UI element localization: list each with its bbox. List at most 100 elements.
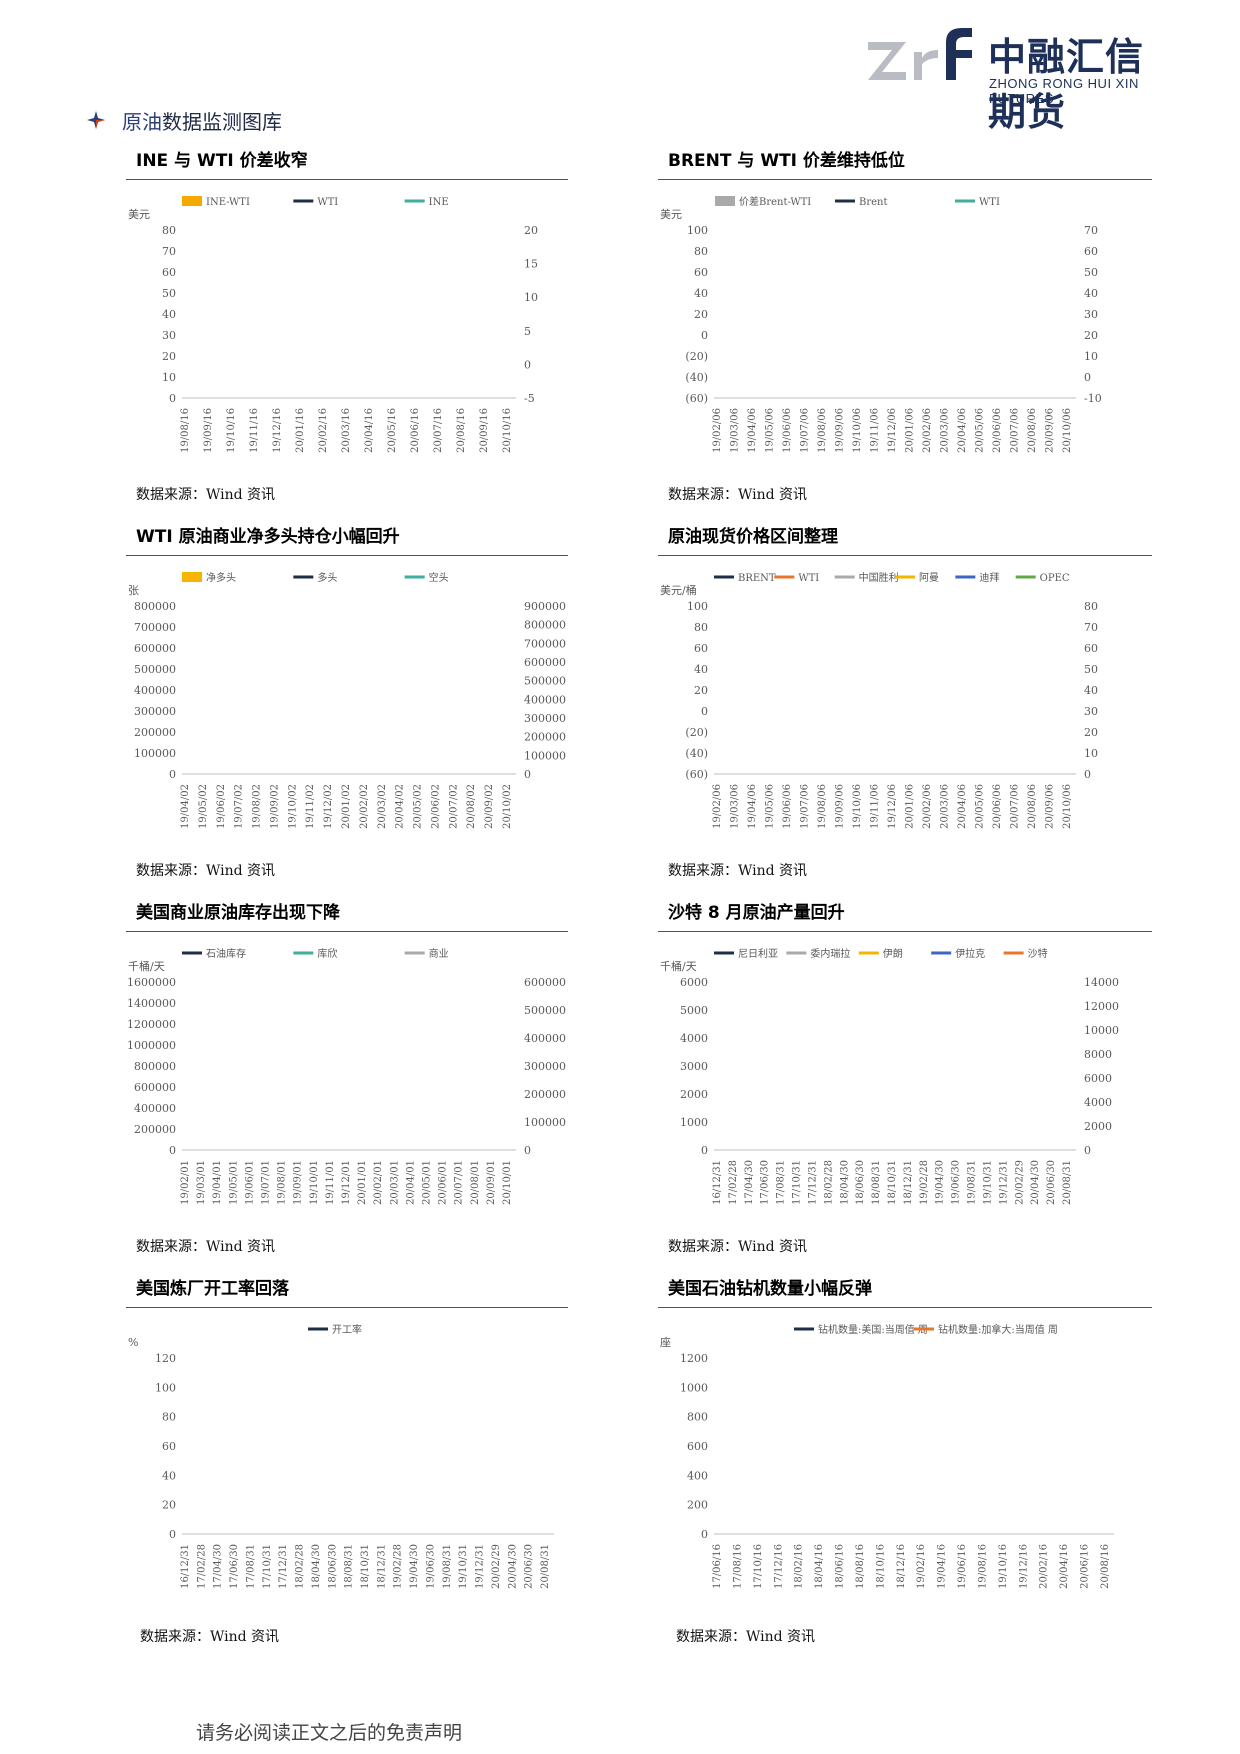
y-tick-label: 0	[169, 392, 176, 405]
y2-tick-label: 300000	[524, 1060, 566, 1073]
x-tick-label: 20/01/06	[905, 408, 916, 453]
chart-legend: 石油库存 库欣 商业	[182, 947, 449, 960]
x-tick-label: 19/02/06	[712, 784, 723, 829]
y2-tick-label: 200000	[524, 1088, 566, 1101]
x-tick-label: 19/10/06	[852, 784, 863, 829]
y-tick-label: 120	[155, 1352, 176, 1365]
y-axis-unit: 美元	[660, 208, 682, 221]
y-tick-label: 80	[162, 1411, 176, 1424]
x-tick-label: 20/03/16	[341, 408, 352, 453]
x-tick-label: 17/04/30	[213, 1544, 224, 1589]
x-tick-label: 17/10/31	[262, 1544, 273, 1589]
y-tick-label: 60	[694, 642, 708, 655]
title-rule	[126, 931, 568, 932]
x-tick-label: 17/12/16	[773, 1544, 784, 1589]
panel-oil-rig-count: 美国石油钻机数量小幅反弹 钻机数量:美国:当周值 周钻机数量:加拿大:当周值 周…	[620, 1274, 1152, 1670]
y-tick-label: 1200	[680, 1352, 708, 1365]
y-tick-label: 80	[694, 621, 708, 634]
x-tick-label: 19/08/06	[817, 408, 828, 453]
y-tick-label: 30	[162, 329, 176, 342]
chart-legend: 开工率	[308, 1323, 362, 1336]
y-tick-label: (20)	[685, 350, 708, 363]
x-tick-label: 20/02/16	[1039, 1544, 1050, 1589]
x-tick-label: 19/08/01	[277, 1160, 288, 1205]
x-tick-label: 20/08/16	[1100, 1544, 1111, 1589]
y2-tick-label: 5	[524, 325, 531, 338]
footer-disclaimer: 请务必阅读正文之后的免责声明	[196, 1722, 463, 1744]
x-tick-label: 20/09/06	[1045, 408, 1056, 453]
x-tick-label: 19/09/16	[203, 408, 214, 453]
x-tick-label: 19/03/06	[730, 784, 741, 829]
y2-tick-label: 900000	[524, 600, 566, 613]
x-tick-label: 20/08/06	[1027, 784, 1038, 829]
x-tick-label: 19/10/16	[998, 1544, 1009, 1589]
x-tick-label: 19/03/01	[196, 1160, 207, 1205]
y2-tick-label: 15	[524, 258, 538, 271]
x-tick-label: 18/04/16	[814, 1544, 825, 1589]
x-tick-label: 19/10/31	[458, 1544, 469, 1589]
x-tick-label: 20/10/16	[502, 408, 513, 453]
x-tick-label: 20/02/29	[1014, 1160, 1025, 1205]
x-tick-label: 17/12/31	[278, 1544, 289, 1589]
x-tick-label: 19/04/01	[212, 1160, 223, 1205]
x-tick-label: 20/06/16	[410, 408, 421, 453]
chart-us-inventory: 石油库存 库欣 商业千桶/天1600000140000012000001000000…	[127, 947, 566, 1205]
legend-swatch	[182, 572, 202, 582]
x-tick-label: 20/04/02	[395, 784, 406, 829]
legend-swatch	[715, 196, 735, 206]
x-tick-label: 19/08/16	[180, 408, 191, 453]
data-source-note: 数据来源：Wind 资讯	[668, 863, 808, 879]
x-tick-label: 19/11/06	[870, 408, 881, 453]
chart-refinery-rate: 开工率% 120 100 80 60 40 20 0 16/12/31 17/02/28 17/04…	[128, 1323, 554, 1589]
x-tick-label: 20/04/30	[507, 1544, 518, 1589]
y2-tick-label: 14000	[1084, 976, 1119, 989]
y-tick-label: 0	[169, 768, 176, 781]
x-tick-label: 20/03/06	[940, 784, 951, 829]
x-tick-label: 17/08/31	[245, 1544, 256, 1589]
x-tick-label: 17/10/16	[753, 1544, 764, 1589]
y2-tick-label: 10000	[1084, 1024, 1119, 1037]
x-tick-label: 19/02/01	[180, 1160, 191, 1205]
x-tick-label: 20/07/01	[454, 1160, 465, 1205]
y-tick-label: 40	[694, 663, 708, 676]
chart-rig-count: 钻机数量:美国:当周值 周钻机数量:加拿大:当周值 周座 1200 1000 800 6…	[660, 1323, 1114, 1589]
x-tick-label: 18/10/31	[887, 1160, 898, 1205]
y2-tick-label: 0	[524, 768, 531, 781]
legend-label: WTI	[979, 197, 1000, 208]
panel-saudi-output: 沙特 8 月原油产量回升 尼日利亚 委内瑞拉 伊朗 伊拉克 沙特 千桶/天 6000 5000…	[620, 898, 1152, 1270]
x-tick-label: 19/12/02	[323, 784, 334, 829]
y2-tick-label: 800000	[524, 619, 566, 632]
y-tick-label: 200000	[134, 726, 176, 739]
x-tick-label: 20/06/06	[992, 784, 1003, 829]
legend-label: 伊拉克	[955, 947, 985, 960]
legend-label: 迪拜	[979, 572, 999, 584]
x-tick-label: 17/08/31	[776, 1160, 787, 1205]
x-tick-label: 19/04/16	[937, 1544, 948, 1589]
chart-brent-wti: 价差Brent-WTI Brent WTI美元100806040200(20)(40…	[660, 195, 1102, 453]
panel-title: 原油现货价格区间整理	[668, 527, 838, 547]
x-tick-label: 20/05/16	[387, 408, 398, 453]
title-rule	[658, 931, 1152, 932]
x-tick-label: 20/03/02	[377, 784, 388, 829]
y-tick-label: 700000	[134, 621, 176, 634]
legend-label: OPEC	[1040, 573, 1070, 584]
y2-tick-label: 20	[1084, 329, 1098, 342]
y-tick-label: 5000	[680, 1004, 708, 1017]
x-tick-label: 18/06/16	[835, 1544, 846, 1589]
x-tick-label: 20/10/02	[502, 784, 513, 829]
x-tick-label: 16/12/31	[180, 1544, 191, 1589]
x-tick-label: 19/09/01	[293, 1160, 304, 1205]
x-tick-label: 19/04/06	[747, 784, 758, 829]
x-tick-label: 19/04/02	[180, 784, 191, 829]
title-rule	[658, 1307, 1152, 1308]
panel-us-inventory: 美国商业原油库存出现下降 石油库存 库欣 商业 千桶/天 1600000 1400000 1…	[88, 898, 568, 1270]
y2-tick-label: 0	[524, 1144, 531, 1157]
y2-tick-label: 12000	[1084, 1000, 1119, 1013]
x-tick-label: 19/12/31	[998, 1160, 1009, 1205]
y-axis-unit: %	[128, 1336, 138, 1349]
x-tick-label: 17/02/28	[728, 1160, 739, 1205]
x-tick-label: 18/08/31	[344, 1544, 355, 1589]
x-tick-label: 17/04/30	[744, 1160, 755, 1205]
chart-legend: 价差Brent-WTI Brent WTI	[715, 195, 1000, 208]
data-source-note: 数据来源：Wind 资讯	[668, 487, 808, 503]
